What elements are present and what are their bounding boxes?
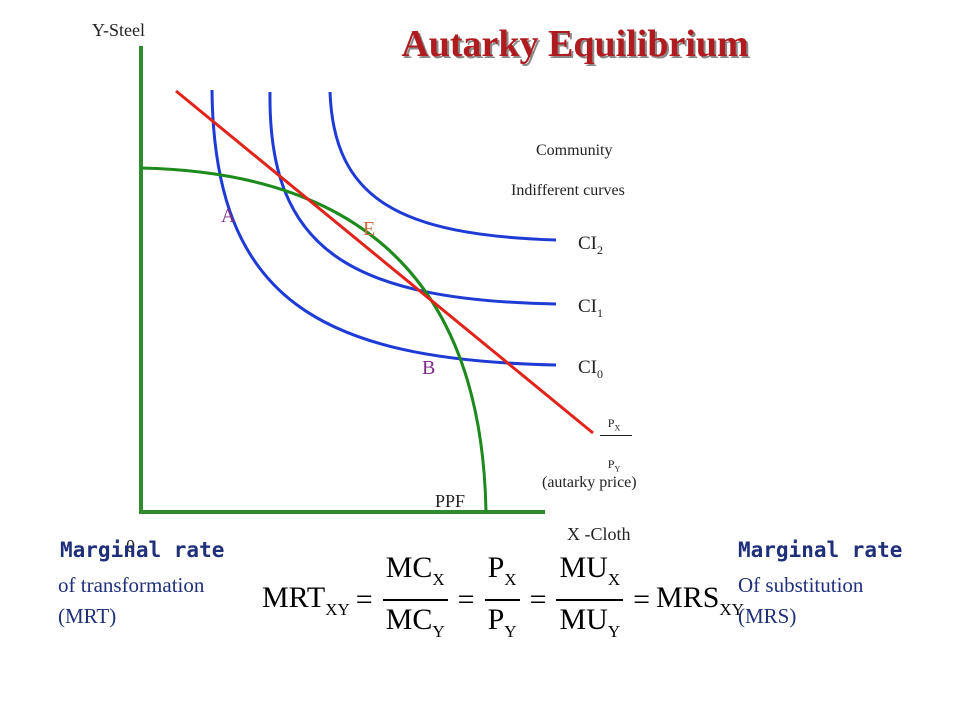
ci1-label: CI1 — [578, 296, 603, 320]
ppf-label: PPF — [435, 491, 466, 511]
ppf-curve — [140, 166, 488, 513]
page-title: Autarky Equilibrium — [401, 23, 749, 65]
price-ratio-note: (autarky price) — [542, 474, 637, 491]
legend-line-2: Indifferent curves — [511, 182, 625, 199]
formula-mc-ratio: MCX MCY — [382, 551, 448, 649]
formula-price-ratio: PX PY — [484, 551, 520, 649]
x-axis-label: X -Cloth — [567, 524, 631, 544]
point-e-label: E — [363, 218, 376, 240]
price-ratio-numerator: PX — [607, 416, 621, 433]
legend-line-1: Community — [536, 142, 613, 159]
formula-lhs: MRTXY — [262, 580, 350, 619]
right-note-heading: Marginal rate — [738, 538, 903, 562]
formula-mu-ratio: MUX MUY — [556, 551, 624, 649]
right-note-line-2: (MRS) — [738, 604, 797, 628]
left-note-line-1: of transformation — [58, 573, 205, 597]
right-note-line-1: Of substitution — [738, 573, 864, 597]
ci1-curve — [268, 91, 557, 306]
equilibrium-formula: MRTXY = MCX MCY = PX PY = MUX MUY = MRSX… — [262, 551, 744, 641]
y-axis-label: Y-Steel — [92, 20, 145, 40]
origin-label: 0 — [126, 536, 135, 556]
point-b-label: B — [422, 357, 436, 379]
price-ratio-denominator: PY — [607, 457, 621, 474]
formula-rhs: MRSXY — [656, 580, 744, 619]
point-a-label: A — [221, 205, 236, 227]
price-line — [175, 89, 594, 435]
left-note-line-2: (MRT) — [58, 604, 117, 628]
ci0-label: CI0 — [578, 357, 603, 381]
ci2-label: CI2 — [578, 233, 603, 257]
ci2-curve — [328, 91, 557, 242]
left-note-heading: Marginal rate — [60, 538, 225, 562]
ci0-curve — [210, 89, 557, 367]
price-ratio-bar — [600, 435, 632, 436]
